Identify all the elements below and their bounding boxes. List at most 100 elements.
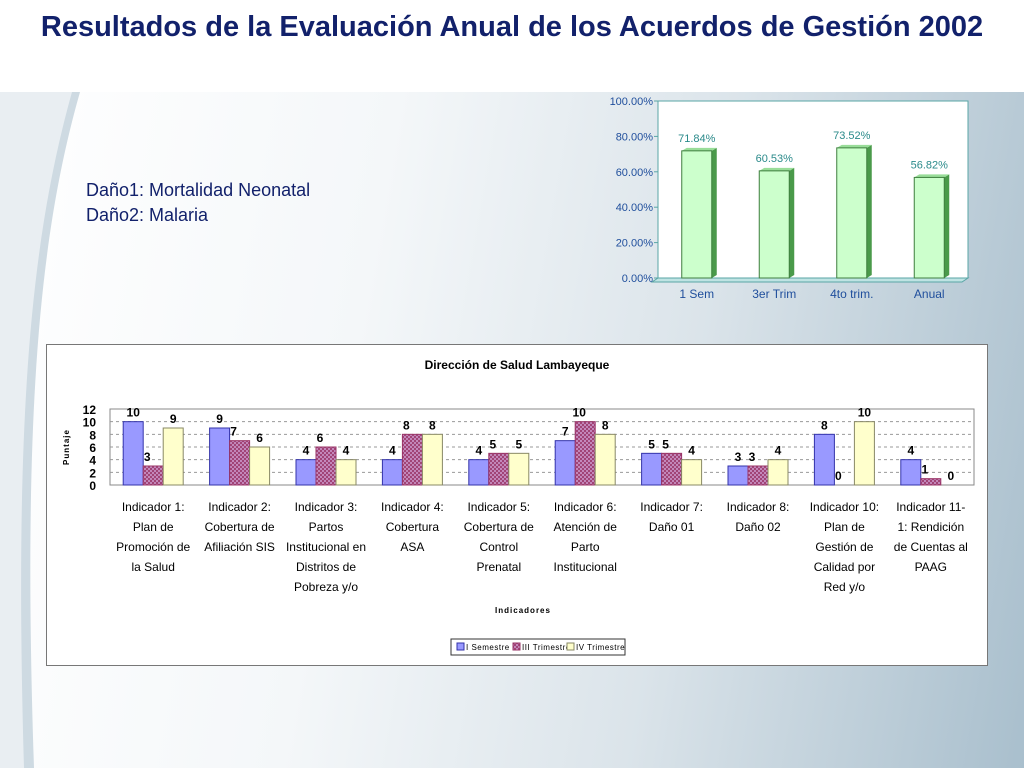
chart2-data-label: 3 xyxy=(749,450,756,464)
chart2-data-label: 6 xyxy=(317,431,324,445)
chart2-bar xyxy=(920,478,942,486)
chart2-data-label: 4 xyxy=(475,444,482,458)
chart1-bar xyxy=(758,170,790,279)
chart2-bar xyxy=(162,427,184,486)
chart2-bar xyxy=(767,459,789,486)
chart1-y-tick-label: 80.00% xyxy=(616,131,654,143)
chart2-legend-swatch xyxy=(512,642,521,651)
chart2-data-label: 8 xyxy=(821,418,828,432)
chart2-data-label: 4 xyxy=(775,444,782,458)
chart1-bar-side xyxy=(711,147,717,278)
chart2-data-label: 3 xyxy=(735,450,742,464)
chart2-category-label: Pobreza y/o xyxy=(294,580,358,594)
chart2-data-label: 5 xyxy=(648,437,655,451)
notes-block: Daño1: Mortalidad Neonatal Daño2: Malari… xyxy=(86,178,310,228)
chart2-category-label: Gestión de xyxy=(815,540,873,554)
chart2-data-label: 8 xyxy=(403,418,410,432)
chart1-data-label: 56.82% xyxy=(911,159,949,171)
chart2-y-tick-label: 6 xyxy=(89,441,96,455)
chart2-bar xyxy=(315,446,337,486)
chart2-legend: I Semestre III Trimestre IV Trimestre xyxy=(450,638,626,656)
chart2-bar xyxy=(853,421,875,486)
chart2-data-label: 10 xyxy=(127,406,141,420)
chart2-y-tick-label: 10 xyxy=(83,416,97,430)
chart2-bar xyxy=(335,459,357,486)
chart2-bar xyxy=(401,433,423,486)
chart2-category-label: Plan de xyxy=(824,520,865,534)
chart2-data-label: 4 xyxy=(389,444,396,458)
chart1-bar-side xyxy=(866,144,872,278)
chart2-category-label: Indicador 1: xyxy=(122,500,185,514)
chart2-data-label: 10 xyxy=(573,406,587,420)
chart2-title: Dirección de Salud Lambayeque xyxy=(425,358,610,372)
chart2-category-label: Indicador 3: xyxy=(295,500,358,514)
chart2-category-label: 1: Rendición xyxy=(897,520,964,534)
chart1-y-tick-label: 100.00% xyxy=(610,96,654,108)
decorative-swoosh xyxy=(0,92,80,768)
chart2-category-label: Indicador 4: xyxy=(381,500,444,514)
chart2-legend-box xyxy=(450,638,626,656)
chart1-data-label: 73.52% xyxy=(833,130,871,142)
chart2-category-label: la Salud xyxy=(132,560,175,574)
chart1-bar xyxy=(836,147,868,279)
chart1-bar-top xyxy=(759,167,795,171)
chart2-bar xyxy=(295,459,317,486)
chart2-category-label: Cobertura de xyxy=(205,520,275,534)
chart2-data-label: 7 xyxy=(562,425,569,439)
chart2-category-label: Plan de xyxy=(133,520,174,534)
chart2-data-label: 4 xyxy=(688,444,695,458)
chart1-floor xyxy=(650,277,970,283)
chart1-y-tick-label: 20.00% xyxy=(616,238,654,250)
chart1-y-tick-label: 40.00% xyxy=(616,202,654,214)
chart2-category-label: de Cuentas al xyxy=(894,540,968,554)
chart2-data-label: 8 xyxy=(602,418,609,432)
chart2-category-label: Indicador 7: xyxy=(640,500,703,514)
chart2-category-label: Prenatal xyxy=(476,560,521,574)
chart2-category-label: Indicador 6: xyxy=(554,500,617,514)
chart2-data-label: 4 xyxy=(907,444,914,458)
chart2-bar xyxy=(229,440,251,486)
chart2-category-label: Afiliación SIS xyxy=(204,540,275,554)
chart2-bar xyxy=(488,452,510,486)
chart2-data-label: 0 xyxy=(835,469,842,483)
chart2-category-label: Indicador 2: xyxy=(208,500,271,514)
chart2-legend-swatch xyxy=(456,642,465,651)
chart2-bar xyxy=(661,452,683,486)
chart2-x-axis-label: Indicadores xyxy=(495,606,551,615)
chart1-bar xyxy=(681,150,713,279)
chart2-data-label: 7 xyxy=(230,425,237,439)
chart1-category-label: Anual xyxy=(914,287,945,301)
chart2-data-label: 0 xyxy=(947,469,954,483)
chart2-category-label: Indicador 5: xyxy=(467,500,530,514)
chart2-y-tick-label: 12 xyxy=(83,403,97,417)
chart2-category-label: Institucional xyxy=(554,560,617,574)
chart2-bar xyxy=(594,433,616,486)
chart2-category-label: Control xyxy=(479,540,518,554)
chart1-bar-side xyxy=(789,167,795,278)
chart2-bar xyxy=(142,465,164,486)
chart2-data-label: 6 xyxy=(256,431,263,445)
chart2-data-label: 1 xyxy=(921,463,928,477)
chart2-category-label: Indicador 10: xyxy=(810,500,879,514)
chart2-bar xyxy=(641,452,663,486)
chart2-bar xyxy=(209,427,231,486)
chart2-category-label: PAAG xyxy=(915,560,947,574)
chart2-category-label: ASA xyxy=(400,540,424,554)
chart2-bar xyxy=(421,433,443,486)
chart2-category-label: Cobertura xyxy=(386,520,440,534)
chart2-legend-label: I Semestre xyxy=(466,643,510,652)
chart1-category-label: 4to trim. xyxy=(830,287,873,301)
chart2-bar xyxy=(122,421,144,486)
chart2-category-label: Daño 02 xyxy=(735,520,781,534)
slide-title: Resultados de la Evaluación Anual de los… xyxy=(40,11,984,43)
chart2-data-label: 10 xyxy=(858,406,872,420)
chart2-bar xyxy=(681,459,703,486)
chart2-y-tick-label: 0 xyxy=(89,479,96,493)
chart2-category-label: Red y/o xyxy=(824,580,866,594)
percentage-bar-chart: 0.00% 20.00% 40.00% 60.00% 80.00% 100.00% 71.8… xyxy=(610,96,970,301)
chart2-legend-label: III Trimestre xyxy=(522,643,571,652)
chart2-category-label: Calidad por xyxy=(814,560,875,574)
indicator-chart-frame: Dirección de Salud Lambayeque 0 2 4 6 8 10 12 Pu… xyxy=(46,344,988,666)
chart2-category-label: Cobertura de xyxy=(464,520,534,534)
chart2-bar xyxy=(249,446,271,486)
